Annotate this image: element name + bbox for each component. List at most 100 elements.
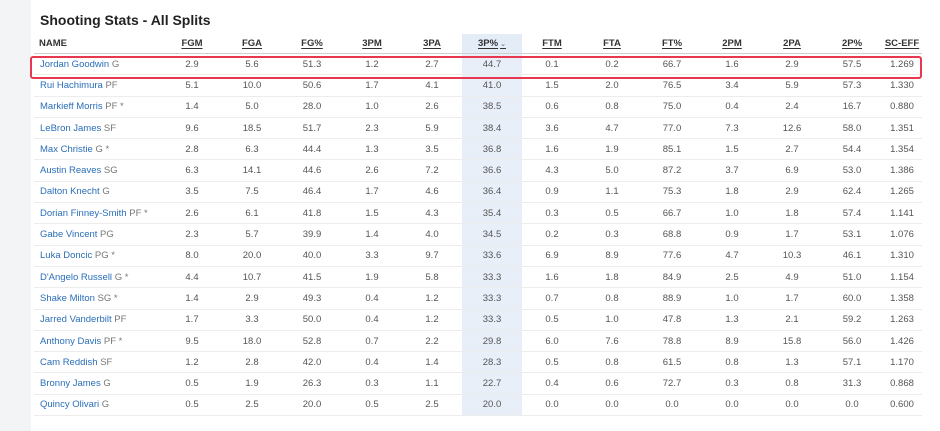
stat-cell: 4.3 [522, 159, 582, 182]
stat-cell: 0.5 [522, 309, 582, 331]
player-name-link[interactable]: LeBron James [40, 122, 102, 134]
player-cell: Shake Milton SG * [34, 287, 162, 310]
table-row: Cam Reddish SF 1.2 2.8 42.0 0.4 1.4 28.3 0.5 0.8… [34, 351, 922, 374]
stat-cell: 3.3 [222, 309, 282, 331]
column-header-fg-pct[interactable]: FG% [282, 34, 342, 54]
player-name-link[interactable]: Jarred Vanderbilt [40, 314, 112, 326]
stat-cell: 3.5 [402, 138, 462, 161]
column-header-fga[interactable]: FGA [222, 34, 282, 54]
stat-cell: 36.6 [462, 159, 522, 182]
player-name-link[interactable]: D'Angelo Russell [40, 271, 113, 283]
stat-cell: 9.5 [162, 330, 222, 353]
player-name-link[interactable]: Austin Reaves [40, 165, 102, 177]
player-name-link[interactable]: Bronny James [40, 378, 101, 390]
stat-cell: 76.5 [642, 74, 702, 97]
stat-cell: 1.354 [882, 138, 922, 161]
stat-cell: 41.8 [282, 202, 342, 225]
player-name-link[interactable]: Anthony Davis [40, 335, 102, 347]
player-name-link[interactable]: Jordan Goodwin [40, 58, 110, 70]
stat-cell: 72.7 [642, 372, 702, 395]
player-name-link[interactable]: Dorian Finney-Smith [40, 207, 127, 219]
stat-cell: 49.3 [282, 287, 342, 310]
stat-cell: 1.4 [162, 287, 222, 310]
stat-cell: 57.1 [822, 351, 882, 374]
column-header-label: NAME [39, 38, 67, 49]
table-row: Max Christie G * 2.8 6.3 44.4 1.3 3.5 36.8 1.6 1… [34, 138, 922, 161]
stat-cell: 2.4 [762, 96, 822, 118]
column-header-2pa[interactable]: 2PA [762, 34, 822, 54]
stat-cell: 6.3 [222, 138, 282, 161]
column-header-3p-pct[interactable]: 3P% ⌄ [462, 34, 522, 54]
table-row: Luka Doncic PG * 8.0 20.0 40.0 3.3 9.7 33.6 6.9… [34, 245, 922, 267]
player-cell: Dorian Finney-Smith PF * [34, 202, 162, 225]
player-position: G * [95, 143, 110, 155]
stat-cell: 0.5 [582, 202, 642, 225]
stat-cell: 2.9 [762, 53, 822, 76]
stat-cell: 1.7 [762, 223, 822, 246]
player-name-link[interactable]: Luka Doncic [40, 250, 93, 262]
table-row: Rui Hachimura PF 5.1 10.0 50.6 1.7 4.1 41.0 1.5… [34, 74, 922, 97]
stat-cell: 1.4 [342, 223, 402, 246]
stat-cell: 88.9 [642, 287, 702, 310]
player-name-link[interactable]: Gabe Vincent [40, 229, 98, 241]
column-header-fta[interactable]: FTA [582, 34, 642, 54]
stat-cell: 42.0 [282, 351, 342, 374]
player-position: PG [100, 229, 114, 241]
stat-cell: 50.0 [282, 309, 342, 331]
stat-cell: 8.9 [702, 330, 762, 353]
stat-cell: 8.0 [162, 245, 222, 267]
stat-cell: 0.2 [582, 53, 642, 76]
stat-cell: 0.6 [582, 372, 642, 395]
player-position: PF * [105, 101, 124, 113]
stat-cell: 2.7 [762, 138, 822, 161]
stat-cell: 1.426 [882, 330, 922, 353]
player-name-link[interactable]: Max Christie [40, 143, 93, 155]
table-row: Gabe Vincent PG 2.3 5.7 39.9 1.4 4.0 34.5 0.2 0.… [34, 223, 922, 246]
stat-cell: 18.5 [222, 117, 282, 140]
stat-cell: 39.9 [282, 223, 342, 246]
stat-cell: 0.8 [702, 351, 762, 374]
stat-cell: 7.2 [402, 159, 462, 182]
table-row: LeBron James SF 9.6 18.5 51.7 2.3 5.9 38.4 3.6 4… [34, 117, 922, 140]
player-name-link[interactable]: Shake Milton [40, 292, 95, 304]
player-name-link[interactable]: Dalton Knecht [40, 186, 100, 198]
stat-cell: 29.8 [462, 330, 522, 353]
stat-cell: 4.7 [702, 245, 762, 267]
stat-cell: 4.3 [402, 202, 462, 225]
stat-cell: 0.7 [522, 287, 582, 310]
stat-cell: 41.5 [282, 266, 342, 289]
stat-cell: 78.8 [642, 330, 702, 353]
stat-cell: 0.6 [522, 96, 582, 118]
stat-cell: 51.3 [282, 53, 342, 76]
player-name-link[interactable]: Markieff Morris [40, 101, 103, 113]
stat-cell: 2.9 [222, 287, 282, 310]
stat-cell: 1.1 [402, 372, 462, 395]
column-header-3pm[interactable]: 3PM [342, 34, 402, 54]
player-position: G [103, 378, 111, 390]
stat-cell: 5.1 [162, 74, 222, 97]
column-header-3pa[interactable]: 3PA [402, 34, 462, 54]
stat-cell: 35.4 [462, 202, 522, 225]
player-cell: Jarred Vanderbilt PF [34, 309, 162, 331]
column-header-ft-pct[interactable]: FT% [642, 34, 702, 54]
column-header-2p-pct[interactable]: 2P% [822, 34, 882, 54]
stat-cell: 0.3 [702, 372, 762, 395]
stat-cell: 77.6 [642, 245, 702, 267]
player-cell: Quincy Olivari G [34, 394, 162, 417]
stat-cell: 61.5 [642, 351, 702, 374]
player-name-link[interactable]: Quincy Olivari [40, 399, 100, 411]
column-header-fgm[interactable]: FGM [162, 34, 222, 54]
player-name-link[interactable]: Rui Hachimura [40, 79, 103, 91]
column-header-name[interactable]: NAME [34, 34, 162, 54]
player-position: G [111, 58, 120, 70]
stat-cell: 1.4 [402, 351, 462, 374]
stat-cell: 1.310 [882, 245, 922, 267]
stat-cell: 3.5 [162, 181, 222, 204]
player-name-link[interactable]: Cam Reddish [40, 356, 98, 368]
stat-cell: 40.0 [282, 245, 342, 267]
column-header-sc-eff[interactable]: SC-EFF [882, 34, 922, 54]
stat-cell: 53.1 [822, 223, 882, 246]
column-header-2pm[interactable]: 2PM [702, 34, 762, 54]
stat-cell: 51.0 [822, 266, 882, 289]
column-header-ftm[interactable]: FTM [522, 34, 582, 54]
